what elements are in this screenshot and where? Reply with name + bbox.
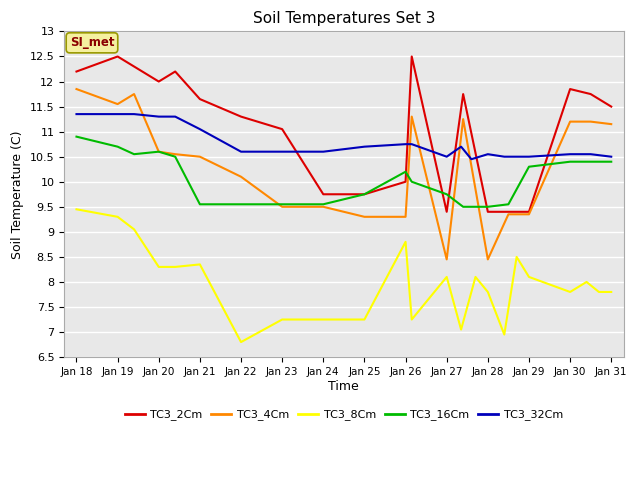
Title: Soil Temperatures Set 3: Soil Temperatures Set 3: [253, 11, 435, 26]
Y-axis label: Soil Temperature (C): Soil Temperature (C): [11, 130, 24, 259]
Text: SI_met: SI_met: [70, 36, 114, 49]
Legend: TC3_2Cm, TC3_4Cm, TC3_8Cm, TC3_16Cm, TC3_32Cm: TC3_2Cm, TC3_4Cm, TC3_8Cm, TC3_16Cm, TC3…: [120, 405, 568, 425]
X-axis label: Time: Time: [328, 380, 359, 393]
